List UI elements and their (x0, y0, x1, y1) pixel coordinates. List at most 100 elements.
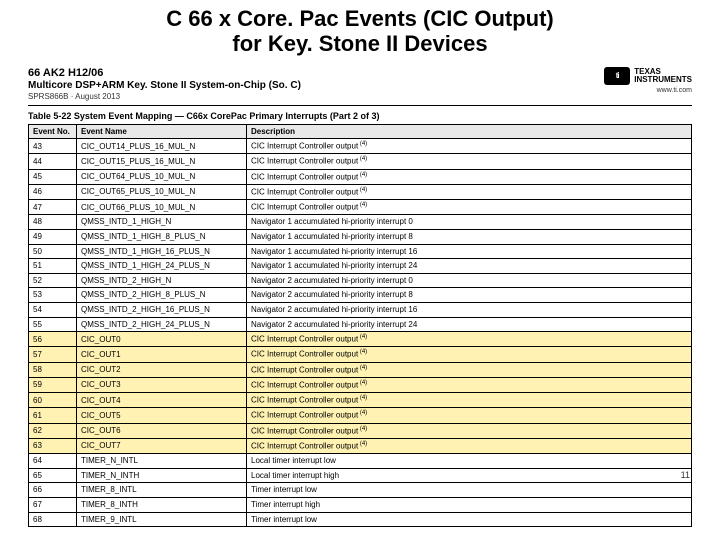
table-row: 50QMSS_INTD_1_HIGH_16_PLUS_NNavigator 1 … (29, 244, 692, 259)
cell-event-no: 67 (29, 497, 77, 512)
cell-event-name: QMSS_INTD_1_HIGH_16_PLUS_N (77, 244, 247, 259)
cell-event-no: 66 (29, 483, 77, 498)
col-event-name: Event Name (77, 124, 247, 139)
cell-description: CIC Interrupt Controller output (4) (247, 377, 692, 392)
table-caption: Table 5-22 System Event Mapping — C66x C… (28, 108, 692, 124)
cell-event-name: CIC_OUT7 (77, 438, 247, 453)
cell-event-no: 46 (29, 184, 77, 199)
cell-event-name: QMSS_INTD_1_HIGH_N (77, 215, 247, 230)
cell-description: Navigator 1 accumulated hi-priority inte… (247, 259, 692, 274)
cell-event-name: CIC_OUT14_PLUS_16_MUL_N (77, 139, 247, 154)
cell-description: Local timer interrupt low (247, 454, 692, 469)
cell-description: CIC Interrupt Controller output (4) (247, 184, 692, 199)
cell-description: Navigator 2 accumulated hi-priority inte… (247, 288, 692, 303)
cell-event-name: TIMER_9_INTL (77, 512, 247, 527)
table-row: 47CIC_OUT66_PLUS_10_MUL_NCIC Interrupt C… (29, 200, 692, 215)
table-row: 54QMSS_INTD_2_HIGH_16_PLUS_NNavigator 2 … (29, 303, 692, 318)
cell-event-name: QMSS_INTD_1_HIGH_24_PLUS_N (77, 259, 247, 274)
cell-description: CIC Interrupt Controller output (4) (247, 200, 692, 215)
cell-event-name: CIC_OUT64_PLUS_10_MUL_N (77, 169, 247, 184)
cell-description: CIC Interrupt Controller output (4) (247, 332, 692, 347)
cell-event-no: 52 (29, 273, 77, 288)
cell-event-name: CIC_OUT2 (77, 362, 247, 377)
table-row: 65TIMER_N_INTHLocal timer interrupt high (29, 468, 692, 483)
footnote-ref: (4) (358, 202, 367, 208)
cell-event-name: CIC_OUT66_PLUS_10_MUL_N (77, 200, 247, 215)
footnote-ref: (4) (358, 172, 367, 178)
cell-event-no: 57 (29, 347, 77, 362)
cell-event-no: 60 (29, 393, 77, 408)
cell-event-no: 51 (29, 259, 77, 274)
doc-header: 66 AK2 H12/06 Multicore DSP+ARM Key. Sto… (28, 65, 692, 103)
cell-description: Navigator 1 accumulated hi-priority inte… (247, 215, 692, 230)
table-row: 44CIC_OUT15_PLUS_16_MUL_NCIC Interrupt C… (29, 154, 692, 169)
table-row: 55QMSS_INTD_2_HIGH_24_PLUS_NNavigator 2 … (29, 317, 692, 332)
cell-event-name: CIC_OUT3 (77, 377, 247, 392)
cell-description: Timer interrupt high (247, 497, 692, 512)
cell-event-no: 62 (29, 423, 77, 438)
table-body: 43CIC_OUT14_PLUS_16_MUL_NCIC Interrupt C… (29, 139, 692, 527)
table-row: 66TIMER_8_INTLTimer interrupt low (29, 483, 692, 498)
cell-description: CIC Interrupt Controller output (4) (247, 154, 692, 169)
cell-event-name: QMSS_INTD_2_HIGH_24_PLUS_N (77, 317, 247, 332)
cell-description: CIC Interrupt Controller output (4) (247, 408, 692, 423)
document-excerpt: 66 AK2 H12/06 Multicore DSP+ARM Key. Sto… (28, 65, 692, 528)
footnote-ref: (4) (358, 380, 367, 386)
table-row: 56CIC_OUT0CIC Interrupt Controller outpu… (29, 332, 692, 347)
table-row: 68TIMER_9_INTLTimer interrupt low (29, 512, 692, 527)
cell-event-no: 64 (29, 454, 77, 469)
cell-description: Navigator 2 accumulated hi-priority inte… (247, 303, 692, 318)
col-event-no: Event No. (29, 124, 77, 139)
cell-description: Navigator 1 accumulated hi-priority inte… (247, 244, 692, 259)
footnote-ref: (4) (358, 187, 367, 193)
slide-page-number: 11 (681, 470, 690, 480)
footnote-ref: (4) (358, 441, 367, 447)
table-row: 51QMSS_INTD_1_HIGH_24_PLUS_NNavigator 1 … (29, 259, 692, 274)
table-row: 61CIC_OUT5CIC Interrupt Controller outpu… (29, 408, 692, 423)
ti-logo: ti TEXAS INSTRUMENTS (604, 67, 692, 85)
doc-header-left: 66 AK2 H12/06 Multicore DSP+ARM Key. Sto… (28, 67, 301, 101)
table-row: 60CIC_OUT4CIC Interrupt Controller outpu… (29, 393, 692, 408)
cell-event-name: CIC_OUT15_PLUS_16_MUL_N (77, 154, 247, 169)
doc-title: Multicore DSP+ARM Key. Stone II System-o… (28, 80, 301, 91)
table-row: 46CIC_OUT65_PLUS_10_MUL_NCIC Interrupt C… (29, 184, 692, 199)
cell-event-no: 45 (29, 169, 77, 184)
cell-event-name: TIMER_N_INTL (77, 454, 247, 469)
footnote-ref: (4) (358, 141, 367, 147)
table-row: 67TIMER_8_INTHTimer interrupt high (29, 497, 692, 512)
table-row: 64TIMER_N_INTLLocal timer interrupt low (29, 454, 692, 469)
cell-event-no: 43 (29, 139, 77, 154)
cell-event-name: CIC_OUT1 (77, 347, 247, 362)
cell-event-name: CIC_OUT5 (77, 408, 247, 423)
cell-event-no: 63 (29, 438, 77, 453)
cell-event-name: TIMER_8_INTL (77, 483, 247, 498)
footnote-ref: (4) (358, 365, 367, 371)
footnote-ref: (4) (358, 426, 367, 432)
cell-event-no: 54 (29, 303, 77, 318)
horizontal-rule (28, 105, 692, 106)
cell-event-no: 58 (29, 362, 77, 377)
slide-title: C 66 x Core. Pac Events (CIC Output) for… (0, 0, 720, 61)
doc-subtitle: SPRS866B · August 2013 (28, 92, 301, 101)
cell-description: Local timer interrupt high (247, 468, 692, 483)
cell-event-name: QMSS_INTD_2_HIGH_8_PLUS_N (77, 288, 247, 303)
table-row: 57CIC_OUT1CIC Interrupt Controller outpu… (29, 347, 692, 362)
ti-url: www.ti.com (604, 87, 692, 94)
table-row: 49QMSS_INTD_1_HIGH_8_PLUS_NNavigator 1 a… (29, 230, 692, 245)
cell-event-no: 49 (29, 230, 77, 245)
cell-event-no: 55 (29, 317, 77, 332)
cell-event-no: 59 (29, 377, 77, 392)
table-row: 52QMSS_INTD_2_HIGH_NNavigator 2 accumula… (29, 273, 692, 288)
cell-description: Timer interrupt low (247, 512, 692, 527)
table-row: 48QMSS_INTD_1_HIGH_NNavigator 1 accumula… (29, 215, 692, 230)
title-line-1: C 66 x Core. Pac Events (CIC Output) (40, 6, 680, 31)
cell-description: Navigator 1 accumulated hi-priority inte… (247, 230, 692, 245)
cell-description: Navigator 2 accumulated hi-priority inte… (247, 317, 692, 332)
cell-event-name: QMSS_INTD_2_HIGH_16_PLUS_N (77, 303, 247, 318)
cell-description: CIC Interrupt Controller output (4) (247, 169, 692, 184)
cell-description: CIC Interrupt Controller output (4) (247, 438, 692, 453)
cell-event-name: QMSS_INTD_1_HIGH_8_PLUS_N (77, 230, 247, 245)
cell-event-no: 53 (29, 288, 77, 303)
footnote-ref: (4) (358, 349, 367, 355)
table-row: 43CIC_OUT14_PLUS_16_MUL_NCIC Interrupt C… (29, 139, 692, 154)
